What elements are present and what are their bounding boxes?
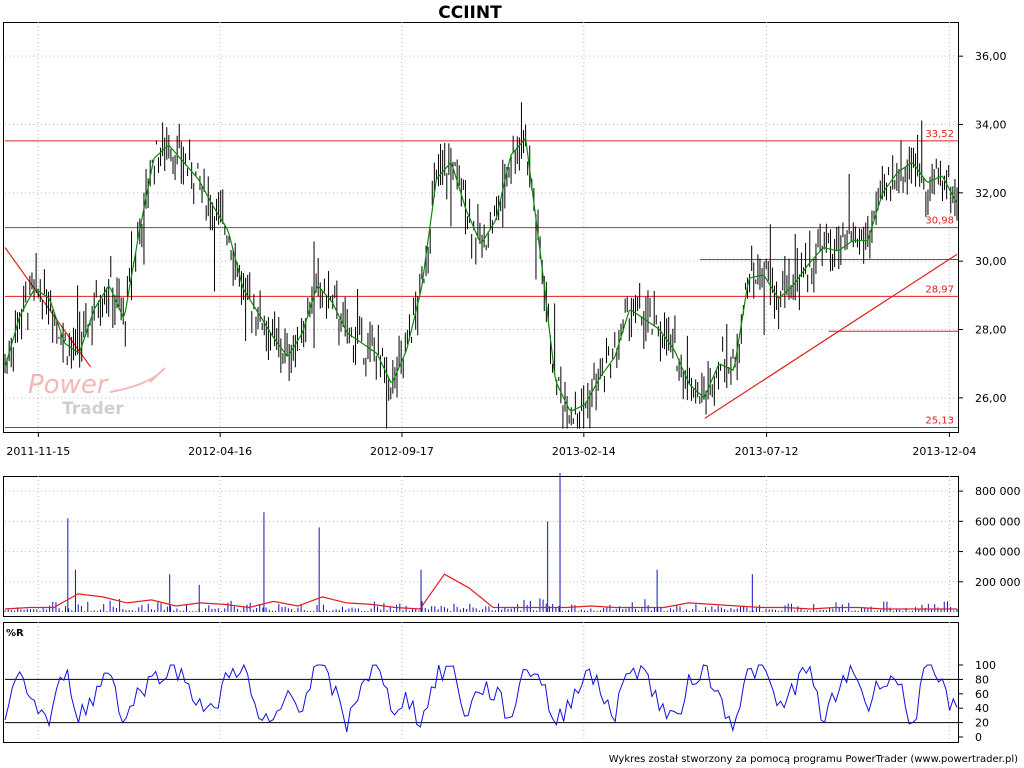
date-tick-label: 2012-09-17 [370, 445, 434, 458]
volume-panel: 200 000 400 000 600 000 800 000 [3, 472, 1021, 617]
williams-r-tick-label: 60 [975, 688, 989, 701]
williams-r-polyline [4, 663, 958, 733]
volume-panel-frame [3, 476, 959, 617]
watermark-swoosh-icon [109, 367, 166, 393]
chart-title: CCIINT [438, 3, 502, 23]
volume-bars [4, 472, 958, 612]
volume-y-axis: 200 000 400 000 600 000 800 000 [958, 485, 1021, 589]
footer-credit: Wykres został stworzony za pomocą progra… [609, 754, 1018, 765]
date-tick-label: 2011-11-15 [6, 445, 70, 458]
volume-tick-label: 600 000 [975, 515, 1021, 528]
volume-tick-label: 400 000 [975, 546, 1021, 559]
williams-r-tick-label: 100 [975, 659, 996, 672]
price-grid [5, 22, 958, 432]
level-label: 33,52 [925, 129, 954, 140]
williams-r-line [4, 663, 958, 733]
level-label: 28,97 [925, 284, 954, 295]
price-tick-label: 28,00 [975, 324, 1007, 337]
level-label: 25,13 [925, 416, 954, 427]
trendline [4, 247, 92, 368]
williams-r-tick-label: 80 [975, 673, 989, 686]
williams-r-label: %R [6, 628, 24, 639]
volume-moving-average [4, 573, 957, 610]
watermark-power: Power [28, 370, 110, 400]
price-tick-label: 26,00 [975, 392, 1007, 405]
williams-r-frame [3, 622, 959, 743]
price-moving-average [4, 136, 958, 412]
support-resistance-levels: 33,52 30,98 28,97 25,13 [5, 129, 958, 429]
price-tick-label: 34,00 [975, 119, 1007, 132]
price-panel-frame [3, 22, 959, 433]
williams-r-grid [5, 622, 958, 742]
williams-r-tick-label: 0 [975, 731, 982, 744]
price-tick-label: 32,00 [975, 187, 1007, 200]
price-ma-line [4, 136, 958, 412]
price-tick-label: 30,00 [975, 255, 1007, 268]
trendline [704, 253, 958, 419]
date-tick-label: 2012-04-16 [188, 445, 252, 458]
volume-tick-label: 200 000 [975, 576, 1021, 589]
volume-grid [5, 476, 958, 616]
price-y-axis: 26,00 28,00 30,00 32,00 34,00 36,00 [958, 50, 1007, 405]
volume-ma-line [4, 573, 957, 610]
williams-r-tick-label: 20 [975, 717, 989, 730]
williams-r-tick-label: 40 [975, 702, 989, 715]
date-tick-label: 2013-07-12 [735, 445, 799, 458]
price-tick-label: 36,00 [975, 50, 1007, 63]
watermark-trader: Trader [62, 399, 124, 419]
powertrader-watermark: Power Trader [28, 367, 166, 419]
volume-tick-label: 800 000 [975, 485, 1021, 498]
trendlines [4, 247, 958, 419]
date-axis: 2011-11-15 2012-04-16 2012-09-17 2013-02-14… [6, 432, 976, 458]
date-tick-label: 2013-02-14 [552, 445, 616, 458]
level-label: 30,98 [925, 216, 954, 227]
date-tick-label: 2013-12-04 [912, 445, 976, 458]
